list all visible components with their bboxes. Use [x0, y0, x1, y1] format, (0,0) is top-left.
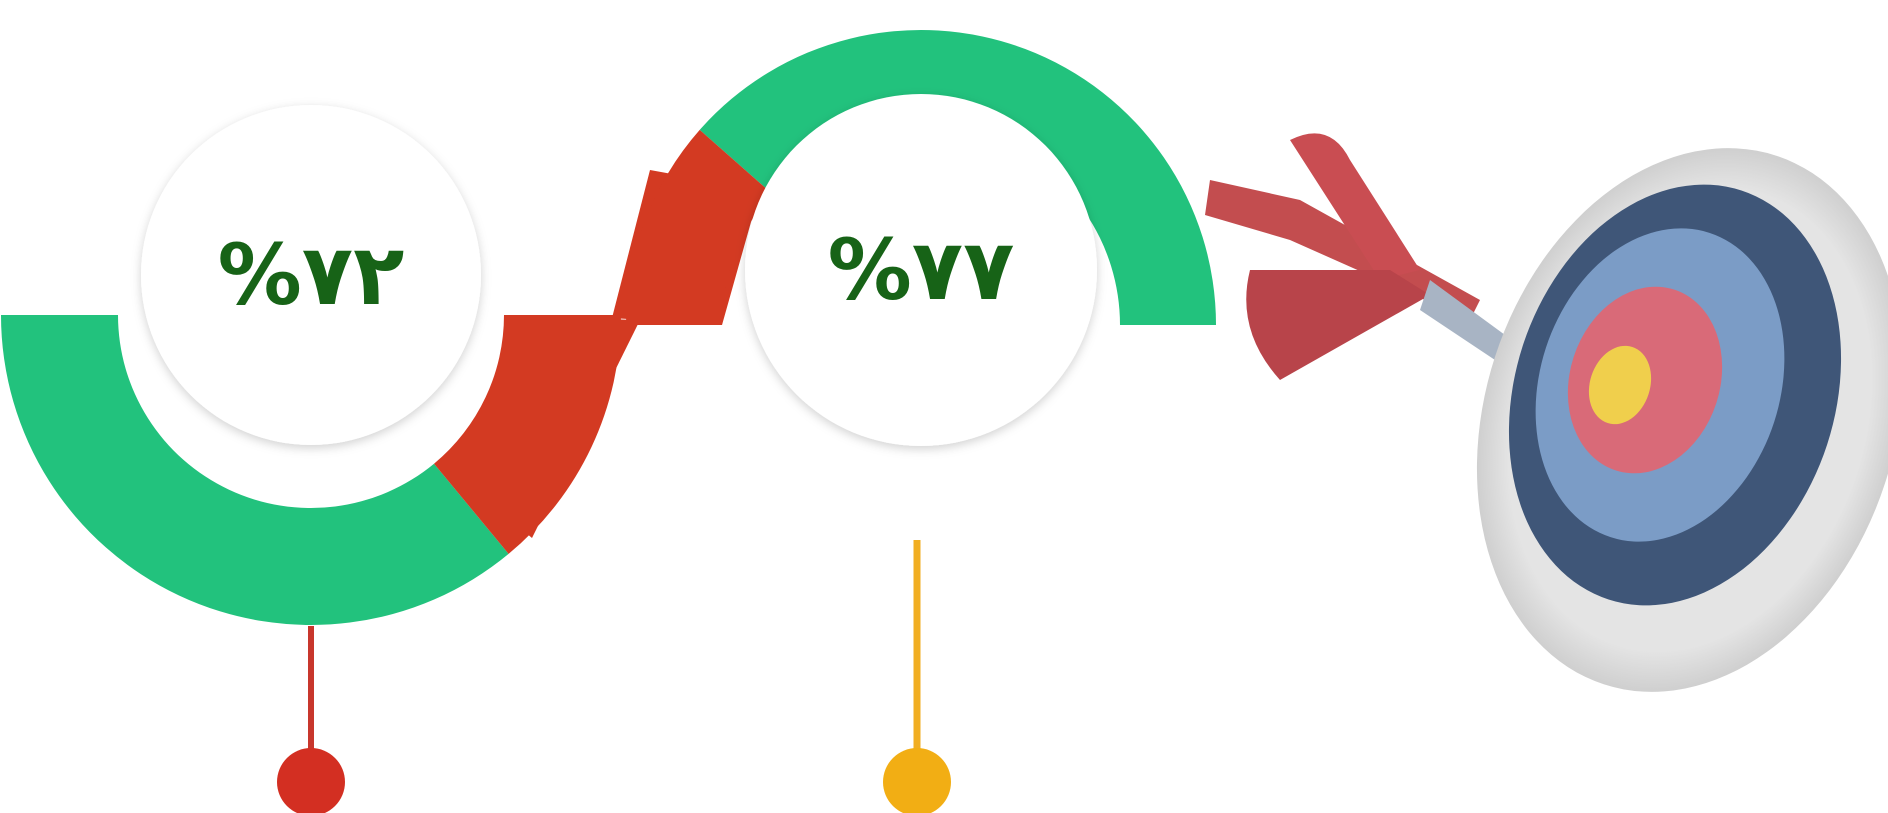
gauge-label: %۷۷ [828, 221, 1015, 319]
target [1409, 92, 1888, 747]
gauges: %۷۲ %۷۷ [1, 30, 1216, 625]
stem-dot [883, 748, 951, 813]
infographic: %۷۲ %۷۷ [0, 0, 1888, 813]
page: %۷۲%۷۷ (() => { const data = JSON.parse(… [0, 0, 1888, 813]
gauge-label: %۷۲ [218, 226, 405, 324]
stem-dot [277, 748, 345, 813]
